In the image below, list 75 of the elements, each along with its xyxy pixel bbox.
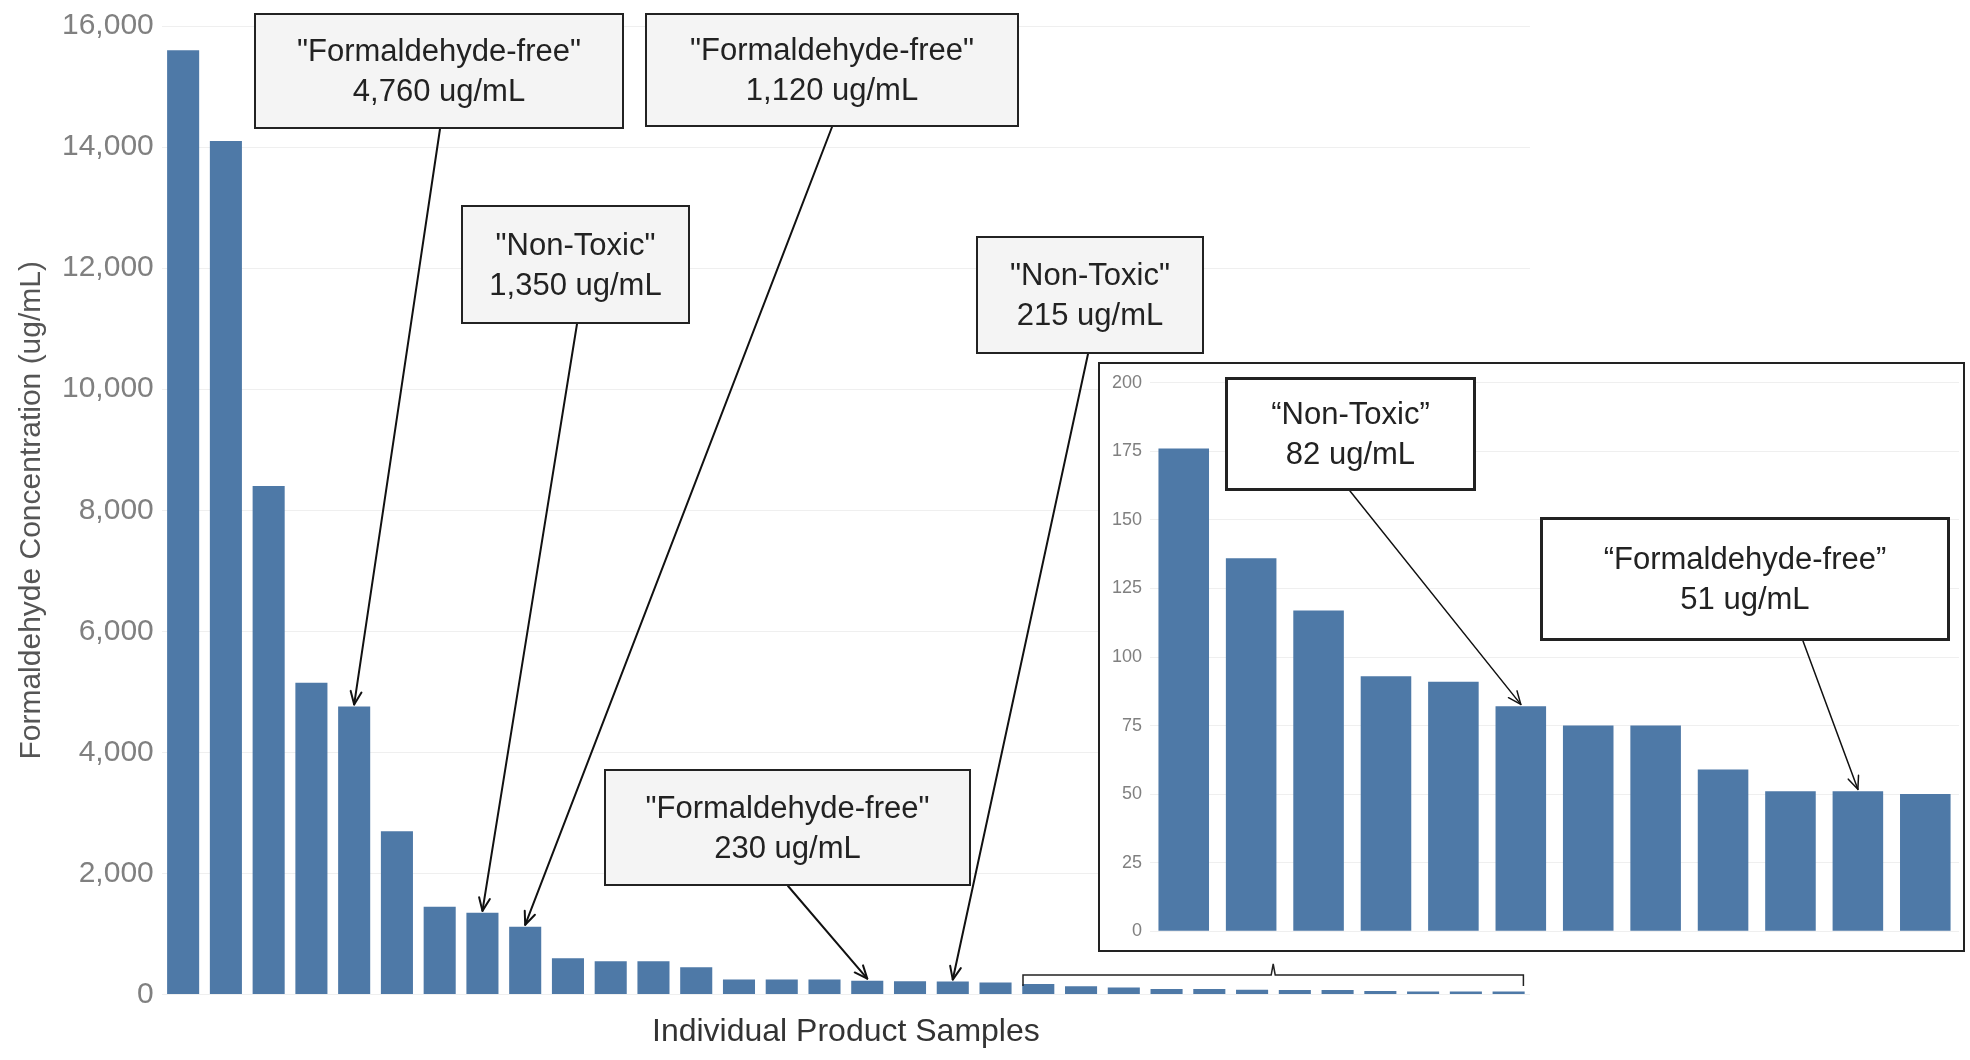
y-tick-label: 0 (137, 975, 154, 1009)
bar (1236, 989, 1269, 995)
y-tick-label: 10,000 (61, 370, 154, 404)
annotation: "Formaldehyde-free" 4,760 ug/mL (297, 32, 581, 110)
bar (1065, 986, 1098, 995)
bar (466, 912, 499, 995)
x-axis-title: Individual Product Samples (652, 1011, 1040, 1048)
bar (1293, 610, 1344, 931)
y-tick-label: 2,000 (78, 854, 154, 888)
bar (1193, 989, 1226, 995)
bar (252, 486, 285, 995)
bar (380, 831, 413, 995)
bar (851, 980, 884, 995)
annotation: "Non-Toxic" 1,350 ug/mL (489, 225, 662, 304)
bar (936, 981, 969, 995)
bar (1022, 983, 1055, 995)
y-tick-label: 25 (1122, 851, 1143, 872)
y-axis-title: Formaldehyde Concentration (ug/mL) (13, 261, 47, 760)
bar (423, 906, 456, 995)
callout-box: "Formaldehyde-free" 4,760 ug/mL (254, 13, 624, 129)
bar (979, 982, 1012, 995)
callout-box: “Formaldehyde-free” 51 ug/mL (1540, 517, 1950, 641)
bar (551, 958, 584, 995)
y-tick-label: 14,000 (61, 128, 154, 162)
bar (637, 961, 670, 995)
bar (1630, 725, 1681, 931)
y-tick-label: 100 (1111, 645, 1143, 666)
bar (1562, 725, 1614, 931)
callout-box: "Formaldehyde-free" 1,120 ug/mL (645, 13, 1019, 127)
bar (1278, 990, 1311, 995)
bar (295, 682, 328, 995)
y-tick-label: 200 (1111, 371, 1143, 392)
y-tick-label: 6,000 (78, 612, 154, 646)
y-tick-label: 12,000 (61, 249, 154, 283)
annotation: "Formaldehyde-free" 230 ug/mL (645, 788, 930, 867)
bar (1900, 794, 1951, 931)
bar (509, 926, 542, 995)
bar (1158, 448, 1210, 931)
y-tick-label: 16,000 (61, 7, 154, 41)
bar (1832, 791, 1884, 931)
bar (209, 141, 242, 995)
bar (1150, 988, 1183, 995)
bar (1428, 681, 1479, 931)
bar (893, 981, 927, 995)
bar (1225, 558, 1277, 931)
y-tick-label: 175 (1111, 440, 1143, 461)
callout-box: “Non-Toxic” 82 ug/mL (1225, 377, 1476, 491)
y-tick-label: 75 (1122, 714, 1143, 735)
y-tick-label: 4,000 (78, 733, 154, 767)
y-tick-label: 150 (1111, 508, 1143, 529)
y-tick-label: 125 (1111, 577, 1143, 598)
bar (1495, 706, 1547, 931)
bar (594, 961, 627, 995)
bar (167, 50, 200, 995)
y-tick-label: 0 (1132, 920, 1143, 941)
callout-box: "Formaldehyde-free" 230 ug/mL (604, 769, 971, 886)
bar (765, 979, 798, 995)
annotation: “Formaldehyde-free” 51 ug/mL (1603, 540, 1887, 618)
annotation: "Formaldehyde-free" 1,120 ug/mL (690, 31, 974, 109)
y-tick-label: 8,000 (78, 491, 154, 525)
bar (338, 706, 371, 995)
bar (1321, 990, 1354, 995)
bar (1697, 769, 1749, 931)
annotation: “Non-Toxic” 82 ug/mL (1271, 395, 1430, 473)
bar (722, 979, 756, 995)
bar (1107, 987, 1140, 995)
callout-box: "Non-Toxic" 1,350 ug/mL (461, 205, 690, 324)
y-tick-label: 50 (1122, 783, 1143, 804)
bar (1360, 676, 1412, 931)
bar (808, 979, 841, 995)
bar (1364, 991, 1397, 995)
bar (1765, 791, 1816, 931)
annotation: "Non-Toxic" 215 ug/mL (1010, 256, 1170, 334)
bar (680, 967, 713, 995)
callout-box: "Non-Toxic" 215 ug/mL (976, 236, 1204, 354)
